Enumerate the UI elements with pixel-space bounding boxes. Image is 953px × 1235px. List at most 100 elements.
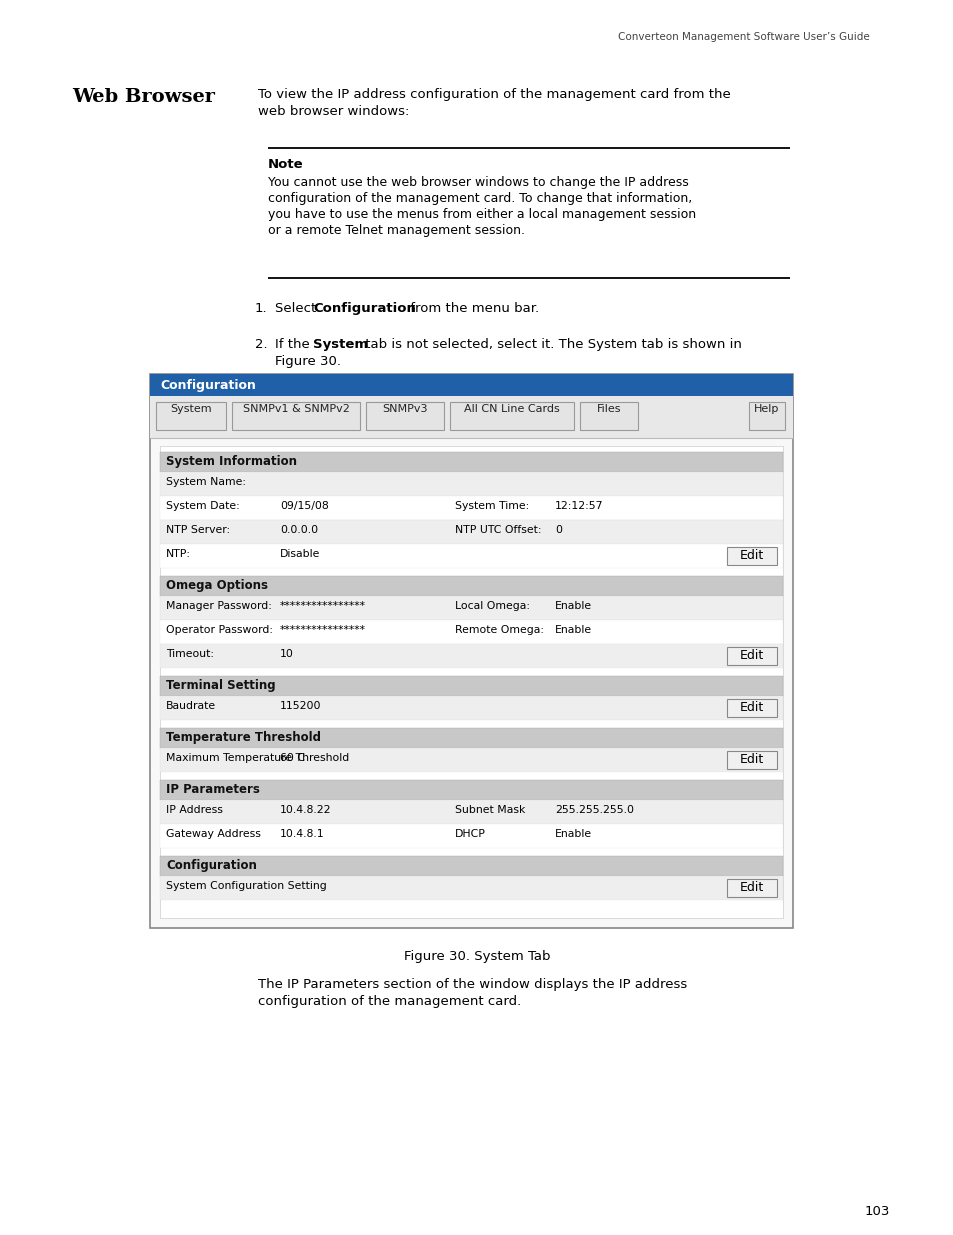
- Bar: [160, 697, 782, 720]
- Text: You cannot use the web browser windows to change the IP address: You cannot use the web browser windows t…: [268, 177, 688, 189]
- Text: from the menu bar.: from the menu bar.: [406, 303, 538, 315]
- Bar: [232, 403, 359, 430]
- Bar: [156, 403, 226, 430]
- Text: tab is not selected, select it. The System tab is shown in: tab is not selected, select it. The Syst…: [360, 338, 741, 351]
- Text: 103: 103: [863, 1205, 889, 1218]
- Text: To view the IP address configuration of the management card from the: To view the IP address configuration of …: [257, 88, 730, 101]
- Text: Remote Omega:: Remote Omega:: [455, 625, 543, 635]
- Text: Manager Password:: Manager Password:: [166, 601, 272, 611]
- Text: Edit: Edit: [740, 753, 763, 766]
- Text: configuration of the management card. To change that information,: configuration of the management card. To…: [268, 191, 692, 205]
- Text: Files: Files: [597, 404, 620, 414]
- Bar: [160, 643, 782, 668]
- Text: configuration of the management card.: configuration of the management card.: [257, 995, 520, 1008]
- Text: ****************: ****************: [280, 625, 366, 635]
- Text: Enable: Enable: [555, 601, 592, 611]
- Text: Note: Note: [268, 158, 303, 170]
- Bar: [160, 543, 782, 568]
- Bar: [160, 472, 782, 496]
- Text: NTP:: NTP:: [166, 550, 191, 559]
- Text: IP Parameters: IP Parameters: [166, 783, 259, 797]
- Text: 0: 0: [555, 525, 561, 535]
- Bar: [726, 547, 776, 564]
- Bar: [726, 751, 776, 769]
- Bar: [150, 374, 792, 927]
- Text: 2.: 2.: [254, 338, 268, 351]
- Bar: [579, 403, 638, 430]
- Text: Enable: Enable: [555, 625, 592, 635]
- Bar: [160, 727, 782, 748]
- Bar: [160, 496, 782, 520]
- Bar: [366, 403, 443, 430]
- Text: Maximum Temperature Threshold: Maximum Temperature Threshold: [166, 753, 349, 763]
- Bar: [160, 748, 782, 772]
- Bar: [160, 597, 782, 620]
- Text: 09/15/08: 09/15/08: [280, 501, 329, 511]
- Text: or a remote Telnet management session.: or a remote Telnet management session.: [268, 224, 524, 237]
- Text: 10: 10: [280, 650, 294, 659]
- Text: Edit: Edit: [740, 881, 763, 894]
- Text: Configuration: Configuration: [160, 379, 255, 391]
- Text: 10.4.8.22: 10.4.8.22: [280, 805, 331, 815]
- Bar: [160, 452, 782, 472]
- Text: System Configuration Setting: System Configuration Setting: [166, 881, 327, 890]
- Bar: [160, 856, 782, 876]
- Text: web browser windows:: web browser windows:: [257, 105, 409, 119]
- Text: System Date:: System Date:: [166, 501, 239, 511]
- Text: NTP Server:: NTP Server:: [166, 525, 230, 535]
- Text: SNMPv1 & SNMPv2: SNMPv1 & SNMPv2: [242, 404, 349, 414]
- Bar: [160, 576, 782, 597]
- Text: System Time:: System Time:: [455, 501, 529, 511]
- Text: Omega Options: Omega Options: [166, 579, 268, 592]
- Text: SNMPv3: SNMPv3: [382, 404, 427, 414]
- Text: Local Omega:: Local Omega:: [455, 601, 530, 611]
- Bar: [150, 396, 792, 438]
- Bar: [160, 800, 782, 824]
- Bar: [160, 446, 782, 918]
- Text: System: System: [313, 338, 368, 351]
- Text: All CN Line Cards: All CN Line Cards: [464, 404, 559, 414]
- Bar: [160, 876, 782, 900]
- Text: Operator Password:: Operator Password:: [166, 625, 273, 635]
- Text: 115200: 115200: [280, 701, 321, 711]
- Text: Terminal Setting: Terminal Setting: [166, 679, 275, 692]
- Text: you have to use the menus from either a local management session: you have to use the menus from either a …: [268, 207, 696, 221]
- Text: Baudrate: Baudrate: [166, 701, 216, 711]
- Bar: [160, 781, 782, 800]
- Text: 0.0.0.0: 0.0.0.0: [280, 525, 317, 535]
- Text: Help: Help: [754, 404, 779, 414]
- Bar: [160, 824, 782, 848]
- Text: Select: Select: [274, 303, 320, 315]
- Text: Converteon Management Software User’s Guide: Converteon Management Software User’s Gu…: [618, 32, 869, 42]
- Text: If the: If the: [274, 338, 314, 351]
- Text: Subnet Mask: Subnet Mask: [455, 805, 525, 815]
- Bar: [160, 620, 782, 643]
- Bar: [150, 374, 792, 396]
- Text: 255.255.255.0: 255.255.255.0: [555, 805, 634, 815]
- Text: Edit: Edit: [740, 550, 763, 562]
- Text: System Information: System Information: [166, 454, 296, 468]
- Bar: [160, 676, 782, 697]
- Text: Web Browser: Web Browser: [71, 88, 214, 106]
- Text: Disable: Disable: [280, 550, 320, 559]
- Text: Temperature Threshold: Temperature Threshold: [166, 731, 320, 743]
- Bar: [726, 647, 776, 664]
- Bar: [160, 520, 782, 543]
- Text: NTP UTC Offset:: NTP UTC Offset:: [455, 525, 541, 535]
- Text: ****************: ****************: [280, 601, 366, 611]
- Text: IP Address: IP Address: [166, 805, 223, 815]
- Text: Edit: Edit: [740, 650, 763, 662]
- Text: Configuration: Configuration: [313, 303, 416, 315]
- Bar: [748, 403, 784, 430]
- Text: System Name:: System Name:: [166, 477, 246, 487]
- Text: System: System: [170, 404, 212, 414]
- Bar: [726, 699, 776, 718]
- Text: Gateway Address: Gateway Address: [166, 829, 260, 839]
- Text: Enable: Enable: [555, 829, 592, 839]
- Text: DHCP: DHCP: [455, 829, 485, 839]
- Text: Timeout:: Timeout:: [166, 650, 213, 659]
- Text: Figure 30.: Figure 30.: [274, 354, 340, 368]
- Text: Edit: Edit: [740, 701, 763, 714]
- Text: 1.: 1.: [254, 303, 268, 315]
- Text: 10.4.8.1: 10.4.8.1: [280, 829, 324, 839]
